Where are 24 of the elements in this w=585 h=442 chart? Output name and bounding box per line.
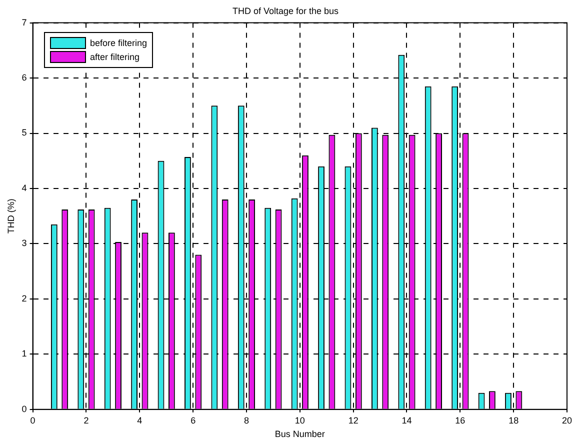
y-tick-label: 5: [22, 128, 27, 138]
x-tick-label: 2: [84, 415, 89, 426]
y-tick-label: 3: [22, 238, 27, 248]
x-tick-label: 8: [244, 415, 249, 426]
y-tick-label: 7: [22, 17, 27, 28]
y-tick-label: 0: [22, 404, 27, 414]
chart-title: THD of Voltage for the bus: [232, 6, 340, 16]
x-tick-label: 4: [137, 415, 142, 426]
x-tick-label: 6: [190, 415, 196, 426]
y-tick-label: 4: [22, 182, 27, 193]
legend-label: after filtering: [90, 52, 140, 62]
x-tick-label: 16: [455, 415, 466, 426]
legend-label: before filtering: [90, 38, 148, 48]
x-tick-label: 0: [30, 415, 36, 426]
x-tick-label: 12: [348, 415, 358, 426]
y-axis-title: THD (%): [6, 198, 16, 234]
y-tick-label: 1: [22, 348, 27, 359]
x-tick-label: 18: [508, 415, 519, 426]
x-tick-label: 20: [562, 415, 572, 426]
x-tick-label: 14: [402, 415, 412, 426]
x-tick-label: 10: [294, 415, 305, 426]
x-axis-title: Bus Number: [274, 429, 325, 440]
y-tick-label: 2: [22, 293, 27, 304]
y-tick-label: 6: [22, 72, 27, 83]
